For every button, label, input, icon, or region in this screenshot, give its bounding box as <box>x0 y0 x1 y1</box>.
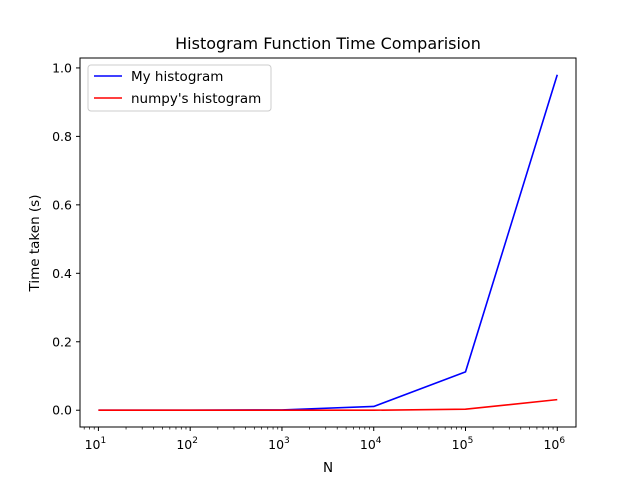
y-tick-label: 0.0 <box>52 403 72 418</box>
x-tick-base: 10 <box>452 437 468 452</box>
legend-box <box>87 64 272 112</box>
legend-label: numpy's histogram <box>131 91 261 107</box>
x-tick-label: 101 <box>85 436 107 452</box>
y-tick-label: 0.2 <box>52 334 72 349</box>
plot-frame <box>79 57 577 428</box>
chart-title: Histogram Function Time Comparision <box>175 34 481 53</box>
legend: My histogram numpy's histogram <box>87 64 272 112</box>
x-axis-title: N <box>323 460 333 476</box>
y-axis: 0.0 0.2 0.4 0.6 0.8 1.0 <box>52 60 80 418</box>
y-tick-label: 0.8 <box>52 129 72 144</box>
series-lines <box>98 74 559 412</box>
x-tick-base: 10 <box>268 437 284 452</box>
x-tick-exponent: 3 <box>284 436 290 446</box>
x-tick-label: 103 <box>268 436 290 452</box>
y-tick-label: 1.0 <box>52 60 72 75</box>
x-axis: 101 102 103 104 105 106 <box>83 427 565 452</box>
y-axis-title: Time taken (s) <box>27 195 43 293</box>
x-tick-exponent: 1 <box>101 436 107 446</box>
y-tick-label: 0.4 <box>52 266 72 281</box>
x-tick-exponent: 5 <box>468 436 474 446</box>
x-tick-exponent: 2 <box>192 436 198 446</box>
y-tick-label: 0.6 <box>52 197 72 212</box>
x-tick-base: 10 <box>176 437 192 452</box>
x-tick-exponent: 6 <box>559 436 565 446</box>
x-tick-base: 10 <box>543 437 559 452</box>
x-tick-label: 106 <box>543 436 565 452</box>
x-tick-label: 105 <box>452 436 474 452</box>
x-tick-label: 104 <box>360 436 382 452</box>
x-tick-label: 102 <box>176 436 198 452</box>
legend-label: My histogram <box>131 69 223 85</box>
x-tick-exponent: 4 <box>376 436 382 446</box>
x-tick-base: 10 <box>360 437 376 452</box>
series-line <box>98 398 558 412</box>
x-tick-base: 10 <box>85 437 101 452</box>
